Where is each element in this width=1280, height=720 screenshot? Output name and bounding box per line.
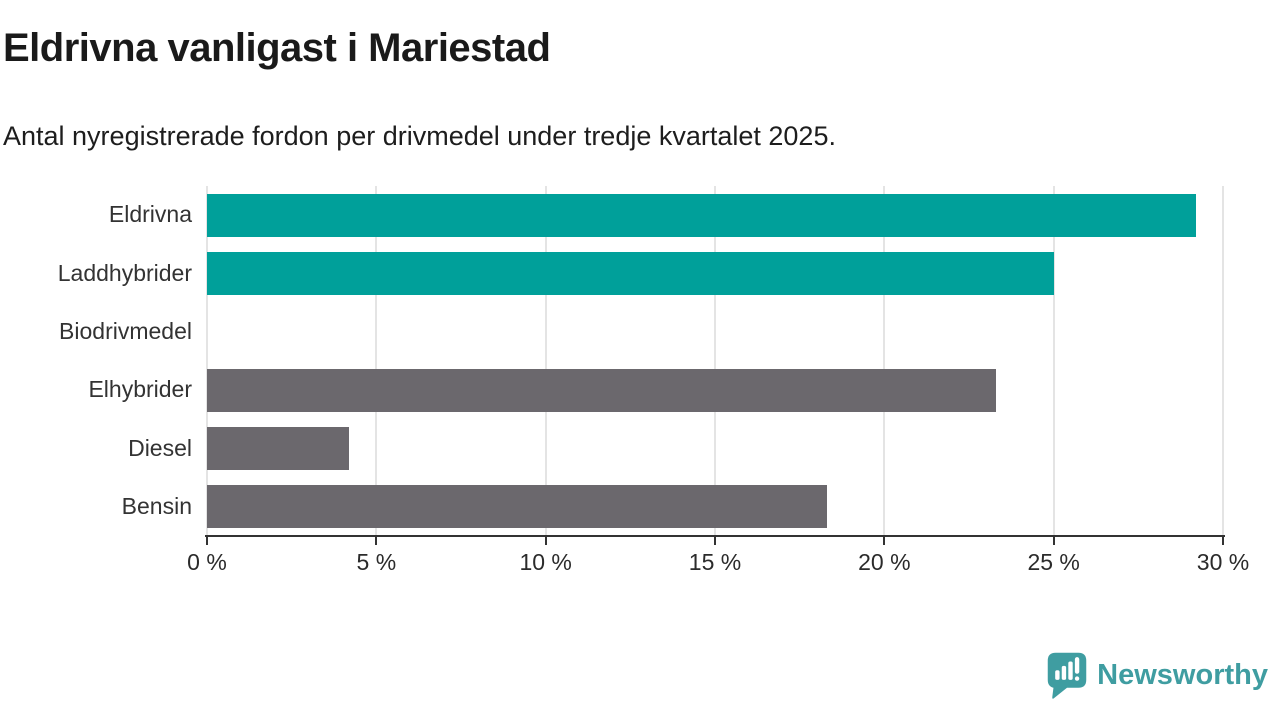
gridline-15 <box>714 186 716 536</box>
bar-diesel <box>207 427 350 470</box>
logo-bubble-shape <box>1047 652 1087 699</box>
gridline-30 <box>1222 186 1224 536</box>
category-label-eldrivna: Eldrivna <box>108 201 192 228</box>
x-axis-tick-25 <box>1052 537 1055 545</box>
bar-eldrivna <box>207 193 1196 237</box>
category-label-biodrivmedel: Biodrivmedel <box>59 317 192 344</box>
gridline-0 <box>206 186 208 536</box>
x-axis-tick-5 <box>375 537 378 545</box>
plot-area <box>206 186 1224 536</box>
category-label-diesel: Diesel <box>128 434 192 461</box>
bar-bensin <box>207 485 827 529</box>
brand-footer: Newsworthy <box>1046 651 1268 700</box>
x-axis-tick-0 <box>206 537 208 545</box>
gridline-5 <box>375 186 378 536</box>
x-axis-tick-label: 25 % <box>1027 549 1080 575</box>
x-axis-tick-label: 0 % <box>187 549 227 575</box>
x-axis-line <box>205 535 1225 537</box>
bar-elhybrider <box>207 368 997 412</box>
x-axis-tick-20 <box>883 537 886 545</box>
x-axis-tick-label: 20 % <box>858 549 911 575</box>
brand-name: Newsworthy <box>1097 659 1268 691</box>
x-axis-tick-label: 10 % <box>519 549 572 575</box>
category-label-elhybrider: Elhybrider <box>88 376 192 403</box>
newsworthy-logo-icon <box>1047 652 1087 699</box>
x-axis-tick-30 <box>1222 537 1224 545</box>
x-axis-tick-label: 15 % <box>688 549 742 575</box>
category-label-laddhybrider: Laddhybrider <box>57 259 192 286</box>
bar-laddhybrider <box>207 252 1054 295</box>
gridline-25 <box>1052 186 1055 536</box>
chart-title: Eldrivna vanligast i Mariestad <box>3 26 551 70</box>
x-axis-tick-label: 30 % <box>1196 549 1250 575</box>
x-axis-tick-10 <box>544 537 547 545</box>
gridline-20 <box>883 186 886 536</box>
x-axis-tick-15 <box>714 537 716 545</box>
category-label-bensin: Bensin <box>121 492 192 519</box>
x-axis-tick-label: 5 % <box>356 549 397 575</box>
chart-subtitle: Antal nyregistrerade fordon per drivmede… <box>3 121 836 151</box>
gridline-10 <box>544 186 547 536</box>
